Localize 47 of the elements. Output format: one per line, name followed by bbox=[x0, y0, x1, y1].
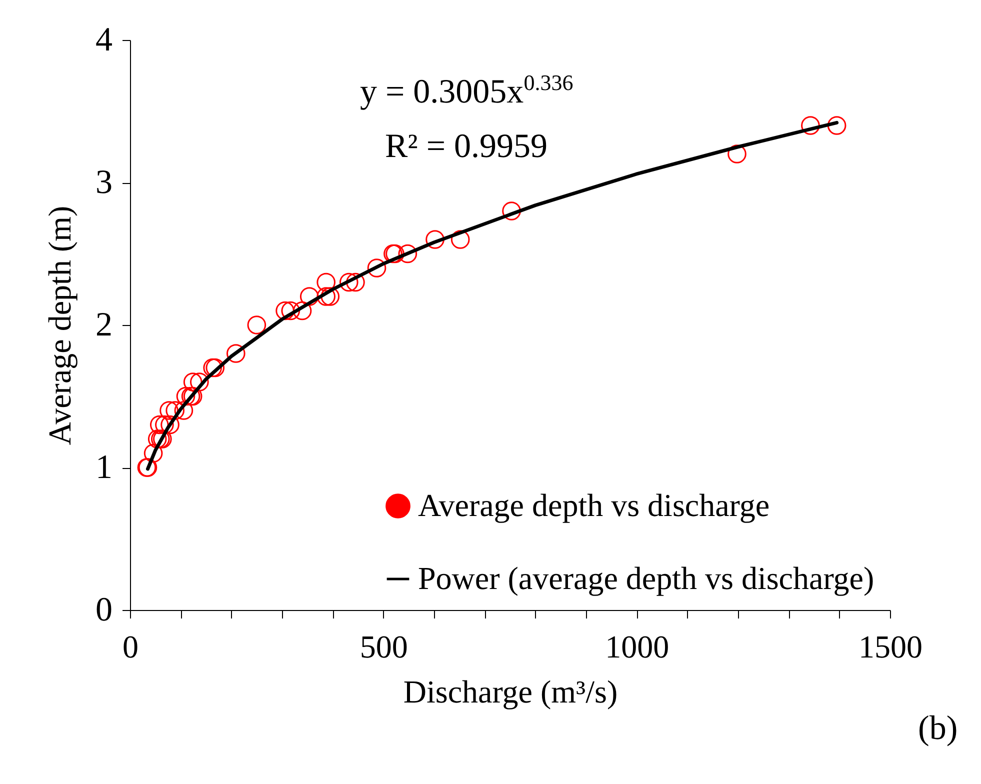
point bbox=[339, 272, 358, 292]
point bbox=[190, 372, 209, 392]
point bbox=[144, 444, 163, 463]
point bbox=[203, 358, 222, 378]
y-tick-label: 4 bbox=[96, 22, 112, 58]
point bbox=[426, 230, 444, 249]
point bbox=[316, 287, 336, 306]
annotation: R² = 0.9959 bbox=[385, 128, 548, 166]
point bbox=[728, 144, 746, 164]
y-tick-label: 1 bbox=[96, 449, 112, 486]
y-tick-label: 0 bbox=[96, 592, 112, 628]
x-tick-label: 1500 bbox=[858, 628, 922, 664]
x-axis-title: Discharge (m³/s) bbox=[403, 674, 618, 710]
x-tick-label: 500 bbox=[360, 628, 408, 664]
legend-label: Average depth vs discharge bbox=[418, 487, 770, 523]
point bbox=[292, 301, 312, 320]
legend-label: Power (average depth vs discharge) bbox=[418, 560, 874, 596]
line-series bbox=[146, 120, 839, 471]
point bbox=[398, 244, 418, 264]
point bbox=[320, 287, 340, 306]
point bbox=[502, 202, 521, 220]
point bbox=[367, 258, 386, 278]
point bbox=[276, 301, 294, 320]
point bbox=[346, 272, 365, 292]
point bbox=[155, 415, 174, 434]
point bbox=[160, 415, 180, 434]
point bbox=[176, 386, 196, 406]
point bbox=[827, 116, 846, 135]
point bbox=[166, 401, 185, 420]
point bbox=[801, 116, 820, 135]
point bbox=[206, 358, 225, 378]
point bbox=[174, 401, 194, 420]
point bbox=[247, 316, 266, 334]
y-tick-label: 3 bbox=[96, 164, 112, 201]
y-axis-title: Average depth (m) bbox=[42, 206, 78, 446]
point bbox=[281, 301, 300, 320]
annotation: y = 0.3005x$^{0.336}$ bbox=[360, 70, 574, 112]
point bbox=[150, 415, 169, 434]
text: (b) bbox=[918, 710, 958, 748]
point bbox=[316, 272, 336, 292]
point bbox=[450, 230, 470, 249]
point bbox=[148, 430, 167, 448]
x-tick-label: 1000 bbox=[605, 628, 670, 664]
x-tick-label: 0 bbox=[122, 628, 138, 664]
point bbox=[300, 287, 319, 306]
point bbox=[226, 344, 246, 363]
y-tick-label: 2 bbox=[96, 306, 112, 344]
